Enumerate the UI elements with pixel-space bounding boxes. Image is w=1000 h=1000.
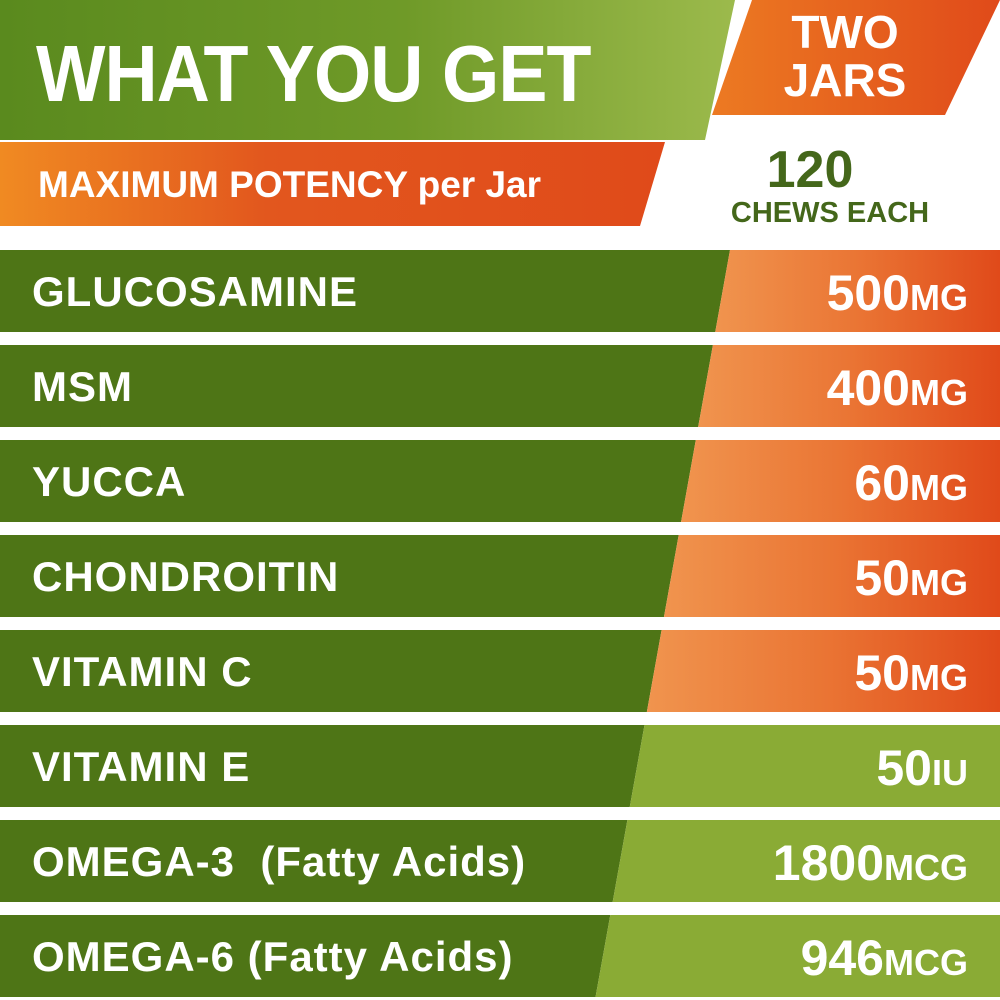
title-banner xyxy=(0,0,735,140)
ingredient-amount: 60MG xyxy=(854,454,968,512)
ingredient-row-left xyxy=(0,535,679,617)
ingredient-name: OMEGA-3 (Fatty Acids) xyxy=(32,838,527,885)
ingredient-row-right xyxy=(681,440,1000,522)
ingredient-name: VITAMIN E xyxy=(32,743,251,790)
ingredient-row-left xyxy=(0,250,730,332)
chew-count-label: CHEWS EACH xyxy=(730,197,930,229)
ingredient-row-right xyxy=(698,345,1000,427)
amount-value: 1800 xyxy=(772,835,884,891)
ingredient-row-left xyxy=(0,915,611,997)
amount-value: 500 xyxy=(826,265,910,321)
amount-unit: MCG xyxy=(884,847,968,888)
amount-value: 946 xyxy=(800,930,884,986)
ingredient-row-left xyxy=(0,630,662,712)
ingredient-name: YUCCA xyxy=(32,458,187,505)
amount-unit: MCG xyxy=(884,942,968,983)
ingredient-amount: 50MG xyxy=(854,549,968,607)
potency-banner xyxy=(0,142,665,226)
jars-badge xyxy=(712,0,1000,115)
ingredient-row-left xyxy=(0,440,696,522)
amount-unit: MG xyxy=(910,372,968,413)
ingredient-row-left xyxy=(0,820,628,902)
amount-value: 60 xyxy=(854,455,910,511)
amount-unit: IU xyxy=(932,752,968,793)
jars-label: TWO JARS xyxy=(760,8,930,104)
ingredient-amount: 400MG xyxy=(827,359,968,417)
ingredient-row-right xyxy=(612,820,1000,902)
amount-value: 50 xyxy=(876,740,932,796)
ingredient-row-right xyxy=(715,250,1000,332)
page-title: WHAT YOU GET xyxy=(36,29,592,118)
jars-line2: JARS xyxy=(783,54,907,106)
ingredient-row-right xyxy=(646,630,1000,712)
amount-value: 400 xyxy=(826,360,910,416)
amount-value: 50 xyxy=(854,645,910,701)
ingredient-amount: 500MG xyxy=(827,264,968,322)
ingredient-row-left xyxy=(0,725,645,807)
jars-line1: TWO xyxy=(791,6,899,58)
ingredient-amount: 50IU xyxy=(876,739,968,797)
amount-unit: MG xyxy=(910,562,968,603)
ingredient-name: GLUCOSAMINE xyxy=(32,268,358,315)
amount-value: 50 xyxy=(854,550,910,606)
ingredient-row-right xyxy=(629,725,1000,807)
ingredient-row-right xyxy=(663,535,1000,617)
ingredient-name: CHONDROITIN xyxy=(32,553,340,600)
ingredient-name: OMEGA-6 (Fatty Acids) xyxy=(32,933,514,980)
ingredient-name: MSM xyxy=(32,363,133,410)
ingredient-name: VITAMIN C xyxy=(32,648,253,695)
ingredient-amount: 1800MCG xyxy=(773,834,968,892)
potency-subtitle: MAXIMUM POTENCY per Jar xyxy=(38,164,542,205)
chew-count: 120 xyxy=(766,141,854,199)
ingredient-row-left xyxy=(0,345,713,427)
amount-unit: MG xyxy=(910,657,968,698)
amount-unit: MG xyxy=(910,277,968,318)
ingredient-amount: 50MG xyxy=(854,644,968,702)
ingredient-row-right xyxy=(595,915,1000,997)
ingredient-amount: 946MCG xyxy=(801,929,968,987)
amount-unit: MG xyxy=(910,467,968,508)
